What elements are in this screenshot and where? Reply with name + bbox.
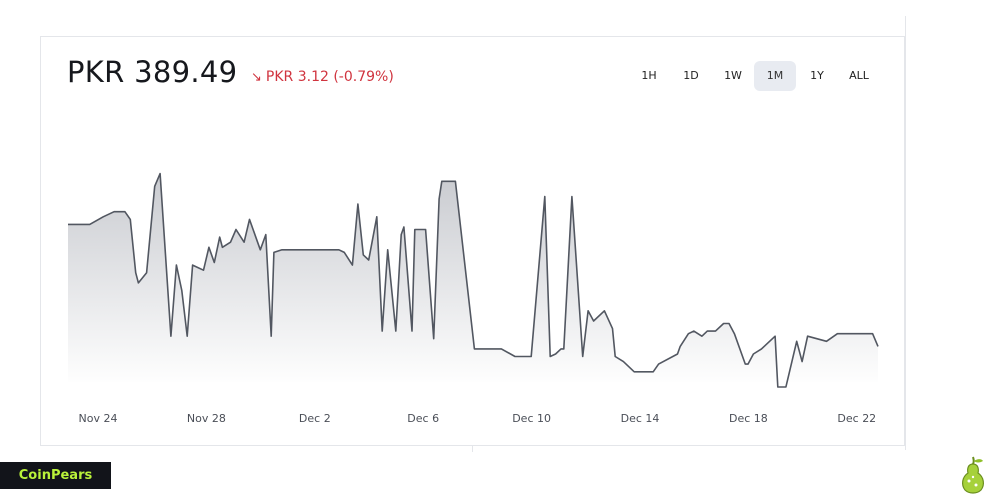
- x-tick-label: Dec 10: [512, 412, 551, 425]
- x-tick-label: Dec 14: [621, 412, 660, 425]
- range-button-1h[interactable]: 1H: [641, 69, 657, 82]
- x-tick-label: Dec 2: [299, 412, 331, 425]
- price-area-chart: Nov 24 Nov 28 Dec 2 Dec 6 Dec 10 Dec 14 Dec 18…: [68, 172, 879, 425]
- x-tick-label: Nov 28: [187, 412, 226, 425]
- x-tick-label: Dec 18: [729, 412, 768, 425]
- pear-icon: [962, 456, 984, 494]
- range-button-1y[interactable]: 1Y: [810, 69, 824, 82]
- frame-edge: [905, 16, 906, 450]
- price-line: [68, 172, 879, 388]
- range-button-1d[interactable]: 1D: [683, 69, 699, 82]
- range-button-all[interactable]: ALL: [849, 69, 869, 82]
- divider: [472, 446, 473, 452]
- price-area-fill: [68, 173, 878, 387]
- brand-logo: CoinPears: [0, 462, 111, 489]
- price-change: ↘ PKR 3.12 (-0.79%): [251, 69, 394, 85]
- price-change-value: PKR 3.12 (-0.79%): [265, 69, 394, 85]
- price-chart-card: PKR 389.49 ↘ PKR 3.12 (-0.79%) 1H 1D 1W 1M 1Y…: [40, 36, 905, 446]
- x-tick-label: Dec 6: [407, 412, 439, 425]
- x-tick-label: Dec 22: [837, 412, 876, 425]
- range-button-1m[interactable]: 1M: [754, 61, 796, 91]
- x-axis-ticks: Nov 24 Nov 28 Dec 2 Dec 6 Dec 10 Dec 14 Dec 18…: [79, 412, 877, 425]
- range-button-1w[interactable]: 1W: [724, 69, 742, 82]
- time-range-selector: 1H 1D 1W 1M 1Y ALL: [628, 61, 880, 91]
- x-tick-label: Nov 24: [79, 412, 118, 425]
- down-arrow-icon: ↘: [251, 70, 262, 85]
- current-price: PKR 389.49: [67, 55, 238, 89]
